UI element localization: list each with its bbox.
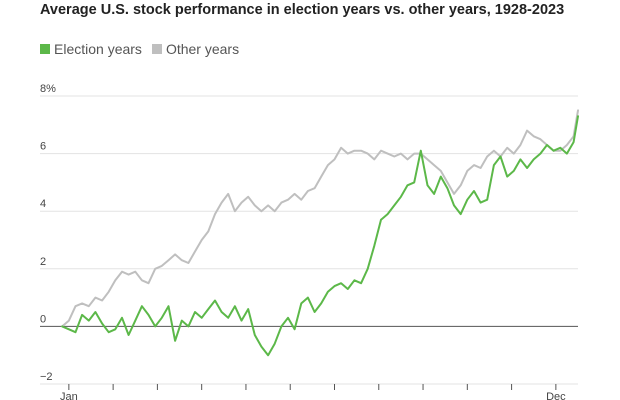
legend-swatch-election (40, 44, 50, 54)
chart-title: Average U.S. stock performance in electi… (40, 2, 565, 18)
legend-item-election: Election years (40, 41, 142, 57)
legend-label-election: Election years (54, 41, 142, 57)
y-tick-label: 8% (40, 83, 56, 95)
y-tick-label: −2 (40, 371, 53, 383)
series-line-election (61, 115, 579, 357)
legend-item-other: Other years (151, 41, 240, 57)
x-tick-label: Dec (546, 391, 566, 400)
x-tick-label: Jan (60, 391, 78, 400)
y-tick-label: 2 (40, 256, 46, 268)
legend-label-other: Other years (165, 41, 240, 57)
legend-swatch-other (151, 44, 162, 54)
y-tick-label: 6 (40, 141, 46, 153)
series-line-other (61, 109, 579, 328)
y-tick-label: 0 (40, 313, 46, 325)
y-tick-label: 4 (40, 198, 46, 210)
legend: Election years Other years (40, 41, 249, 57)
